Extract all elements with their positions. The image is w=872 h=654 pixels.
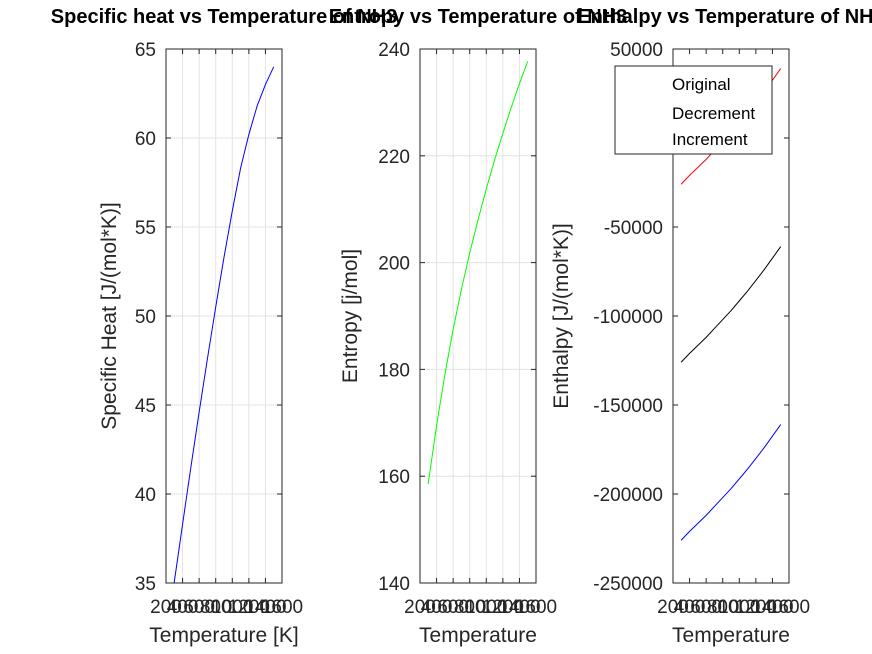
series-layer [427,61,529,485]
x-tick-label: 1200 [735,597,777,618]
x-tick-label: 1600 [768,597,810,618]
x-tick-label: 1600 [261,597,303,618]
x-tick-label: 1400 [751,597,793,618]
plot-title: Enthalpy vs Temperature of NH3 [577,6,872,28]
plot-title: Entropy vs Temperature of NH3 [329,6,628,28]
y-tick-label: -250000 [593,574,663,595]
series-layer [173,66,275,584]
legend: Original Decrement Increment [614,65,773,155]
y-tick-label: 160 [378,467,410,488]
x-tick-label: 600 [437,597,469,618]
x-tick-label: 600 [183,597,215,618]
y-axis-label: Specific Heat [J/(mol*K)] [98,202,121,430]
y-tick-label: 45 [135,396,156,417]
y-tick-label: 220 [378,147,410,168]
y-tick-label: 50000 [610,40,663,61]
x-tick-label: 1600 [515,597,557,618]
series-line [173,66,275,584]
x-axis-label: Temperature [K] [149,624,298,647]
y-tick-label: 65 [135,40,156,61]
series-line [427,61,529,485]
x-tick-label: 400 [674,597,706,618]
legend-entry-increment: Increment [672,130,748,149]
y-tick-label: -150000 [593,396,663,417]
series-line-decrement [680,424,782,541]
series-line-original [680,246,782,363]
x-tick-label: 800 [200,597,232,618]
x-tick-label: 200 [150,597,182,618]
x-axis-label: Temperature [672,624,790,647]
axes-frame [419,48,537,584]
x-tick-label: 1400 [498,597,540,618]
x-tick-label: 1000 [211,597,253,618]
y-tick-label: 60 [135,129,156,150]
y-tick-label: 140 [378,574,410,595]
x-tick-label: 200 [404,597,436,618]
x-tick-label: 1400 [244,597,286,618]
axes-box [420,49,536,583]
y-tick-label: 180 [378,360,410,381]
x-tick-label: 1200 [482,597,524,618]
y-tick-label: -200000 [593,485,663,506]
x-tick-label: 200 [657,597,689,618]
x-tick-label: 600 [690,597,722,618]
legend-entry-decrement: Decrement [672,104,755,123]
panel-entropy: 2004006008001000120014001600140160180200… [329,6,628,647]
y-tick-label: -50000 [604,218,663,239]
y-tick-label: 40 [135,485,156,506]
y-tick-label: 240 [378,40,410,61]
x-tick-label: 1000 [465,597,507,618]
y-tick-label: 55 [135,218,156,239]
x-tick-label: 800 [707,597,739,618]
legend-entry-original: Original [672,75,731,94]
y-tick-label: 200 [378,254,410,275]
x-tick-label: 400 [421,597,453,618]
x-tick-label: 1000 [718,597,760,618]
y-tick-label: 50 [135,307,156,328]
legend-box [614,65,773,155]
ticks: 2004006008001000120014001600140160180200… [378,40,557,618]
y-axis-label: Entropy [j/mol] [339,249,362,383]
y-tick-label: -100000 [593,307,663,328]
x-tick-label: 400 [167,597,199,618]
y-tick-label: 35 [135,574,156,595]
y-axis-label: Enthalpy [J/(mol*K)] [550,223,573,409]
x-axis-label: Temperature [419,624,537,647]
plot-title: Specific heat vs Temperature of NH3 [51,6,397,28]
x-tick-label: 1200 [228,597,270,618]
x-tick-label: 800 [454,597,486,618]
